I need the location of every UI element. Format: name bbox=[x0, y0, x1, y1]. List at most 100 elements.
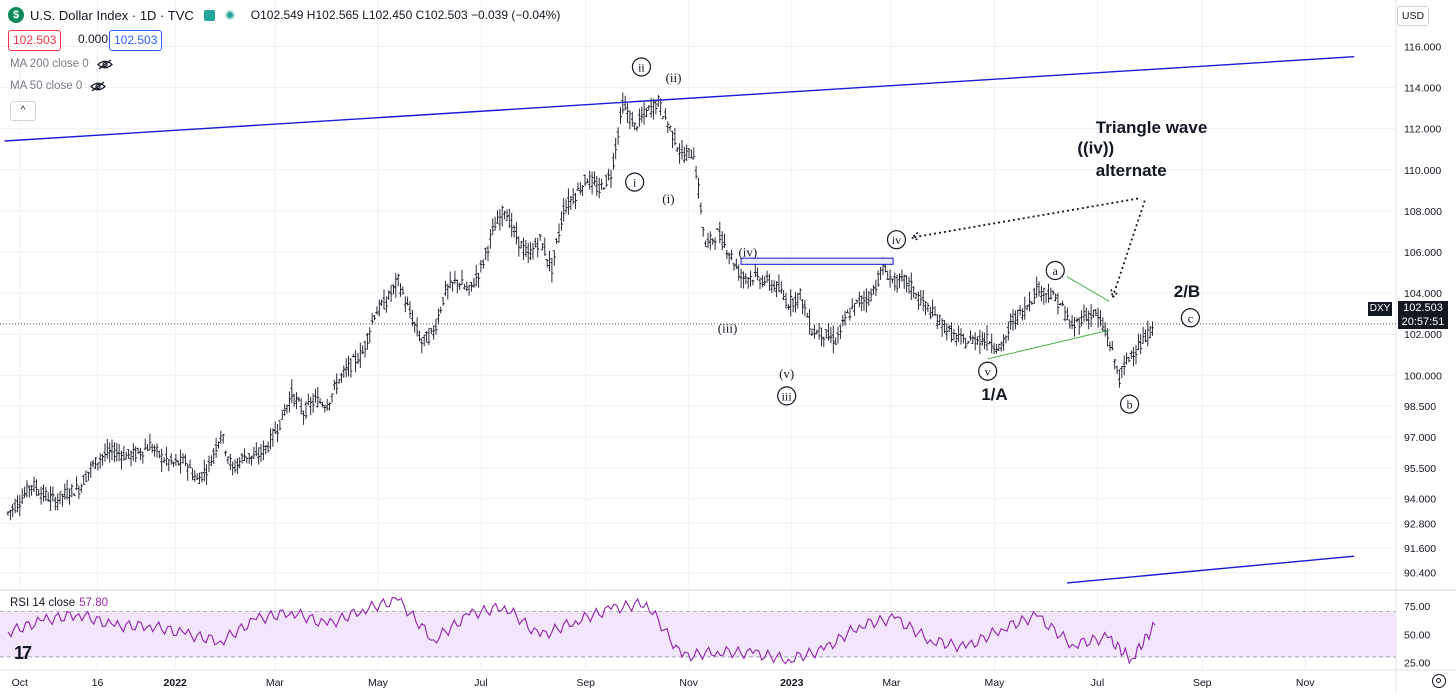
ma200-legend[interactable]: MA 200 close 0 bbox=[10, 58, 113, 70]
price-bar bbox=[188, 459, 192, 469]
chart-text-label[interactable]: alternate bbox=[1096, 161, 1167, 180]
price-bar bbox=[1009, 313, 1013, 330]
price-bar bbox=[604, 174, 608, 188]
price-bar bbox=[767, 273, 771, 291]
price-tick-label: 97.000 bbox=[1404, 432, 1436, 444]
hidden-eye-icon[interactable] bbox=[90, 81, 107, 92]
wave-label[interactable]: (v) bbox=[779, 366, 794, 381]
price-bar bbox=[328, 402, 332, 411]
wave-label[interactable]: i bbox=[633, 176, 637, 190]
price-bar bbox=[824, 329, 828, 339]
wave-label[interactable]: v bbox=[985, 365, 991, 379]
price-bar bbox=[1106, 328, 1110, 347]
dotted-arrow[interactable] bbox=[911, 197, 1139, 239]
price-bar bbox=[734, 258, 738, 270]
price-bar bbox=[96, 462, 100, 471]
price-bar bbox=[619, 107, 622, 124]
chart-text-label[interactable]: Triangle wave bbox=[1096, 118, 1208, 137]
wave-label[interactable]: (iii) bbox=[718, 321, 738, 336]
price-bar bbox=[280, 410, 284, 420]
price-bar bbox=[706, 232, 710, 248]
price-bar bbox=[1063, 305, 1067, 322]
price-bar bbox=[1021, 308, 1024, 321]
price-bar bbox=[304, 401, 308, 420]
price-bar bbox=[406, 296, 410, 306]
wave-circle bbox=[631, 57, 652, 77]
price-bar bbox=[250, 455, 254, 466]
triangle-line[interactable] bbox=[1066, 276, 1110, 302]
price-bar bbox=[909, 272, 913, 300]
price-bar bbox=[794, 292, 797, 313]
price-bar bbox=[971, 335, 975, 345]
range-box[interactable] bbox=[740, 257, 894, 265]
price-bar bbox=[812, 324, 816, 339]
price-bar bbox=[228, 453, 232, 471]
price-bars[interactable] bbox=[6, 92, 1155, 521]
wave-label[interactable]: (iv) bbox=[738, 245, 757, 260]
trendline[interactable] bbox=[1067, 555, 1355, 584]
price-bar bbox=[654, 100, 658, 115]
wave-label[interactable]: c bbox=[1188, 311, 1193, 325]
dotted-arrow[interactable] bbox=[1111, 200, 1146, 298]
price-bar bbox=[815, 329, 819, 335]
wave-label[interactable]: ii bbox=[638, 61, 645, 75]
price-tick-label: 92.800 bbox=[1404, 518, 1436, 530]
price-bar bbox=[817, 322, 821, 340]
price-bar bbox=[441, 297, 445, 306]
price-bar bbox=[444, 280, 447, 296]
arrow-head-icon bbox=[1110, 289, 1120, 299]
price-bar bbox=[1073, 317, 1076, 337]
tradingview-logo-icon[interactable]: 17 bbox=[14, 643, 32, 663]
triangle-line[interactable] bbox=[987, 329, 1110, 360]
chart-text-label[interactable]: ((iv)) bbox=[1077, 138, 1114, 157]
rsi-line[interactable] bbox=[7, 597, 1156, 665]
buy-price-box[interactable]: 102.503 bbox=[109, 30, 163, 51]
price-bar bbox=[874, 279, 878, 297]
price-bar bbox=[749, 270, 752, 287]
market-status-dot-icon[interactable] bbox=[224, 10, 235, 20]
rsi-legend[interactable]: RSI 14 close 57.80 bbox=[10, 597, 108, 609]
sell-price-box[interactable]: 102.503 bbox=[8, 30, 62, 51]
price-bar bbox=[713, 237, 717, 251]
price-bar bbox=[273, 421, 277, 434]
price-tick-label: 112.000 bbox=[1404, 124, 1441, 136]
wave-circle bbox=[777, 386, 797, 406]
price-bar bbox=[791, 298, 795, 313]
price-bar bbox=[261, 440, 265, 461]
price-tick-label: 108.000 bbox=[1404, 206, 1442, 218]
price-bar bbox=[465, 281, 469, 292]
gear-icon[interactable] bbox=[1432, 674, 1446, 688]
wave-label[interactable]: (i) bbox=[662, 191, 674, 206]
chart-text-label[interactable]: 1/A bbox=[981, 385, 1007, 404]
price-bar bbox=[344, 358, 348, 378]
hidden-eye-icon[interactable] bbox=[96, 59, 113, 70]
currency-selector[interactable]: USD bbox=[1397, 6, 1429, 26]
price-bar bbox=[557, 223, 561, 243]
wave-label[interactable]: a bbox=[1053, 264, 1059, 278]
price-bar bbox=[1002, 334, 1006, 351]
wave-label[interactable]: (ii) bbox=[666, 70, 682, 85]
price-bar bbox=[394, 273, 398, 298]
flag-icon[interactable] bbox=[203, 9, 215, 21]
wave-label[interactable]: iii bbox=[782, 389, 793, 403]
price-bar bbox=[160, 448, 164, 472]
price-bar bbox=[413, 321, 417, 333]
price-bar bbox=[860, 295, 864, 312]
collapse-legend-button[interactable]: ^ bbox=[10, 101, 36, 121]
wave-label[interactable]: b bbox=[1127, 398, 1133, 412]
price-tick-label: 116.000 bbox=[1404, 41, 1441, 53]
trendline[interactable] bbox=[4, 56, 1355, 142]
price-bar bbox=[427, 327, 431, 346]
wave-label[interactable]: iv bbox=[892, 233, 901, 247]
price-bar bbox=[269, 428, 272, 450]
price-bar bbox=[276, 424, 280, 443]
price-bar bbox=[302, 410, 306, 425]
ma50-legend[interactable]: MA 50 close 0 bbox=[10, 80, 107, 92]
price-bar bbox=[1113, 359, 1117, 370]
chart-text-label[interactable]: 2/B bbox=[1174, 282, 1200, 301]
symbol-title[interactable]: U.S. Dollar Index · 1D · TVC bbox=[30, 7, 194, 23]
price-bar bbox=[576, 182, 580, 191]
price-bar bbox=[510, 212, 514, 238]
price-bar bbox=[112, 442, 116, 463]
